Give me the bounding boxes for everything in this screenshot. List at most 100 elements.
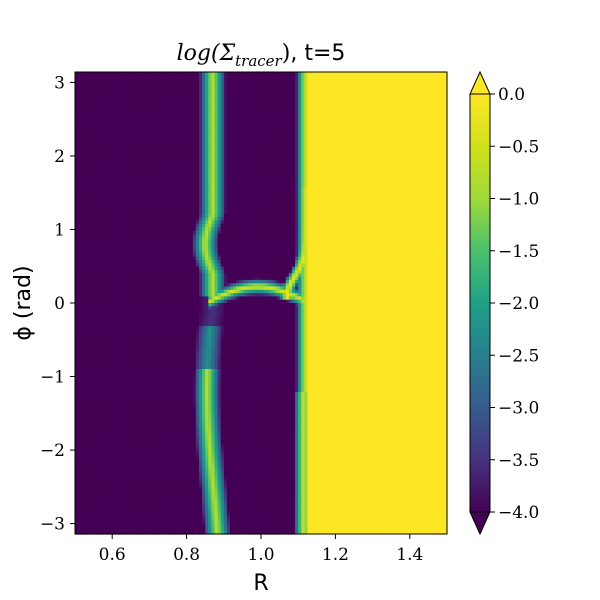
- heatmap-cell: [164, 72, 169, 76]
- heatmap-cell: [397, 187, 402, 192]
- heatmap-cell: [220, 154, 225, 159]
- heatmap-cell: [164, 147, 169, 152]
- heatmap-cell: [161, 75, 166, 80]
- heatmap-cell: [180, 124, 185, 129]
- heatmap-cell: [152, 197, 157, 202]
- heatmap-cell: [192, 167, 197, 172]
- heatmap-cell: [233, 157, 237, 162]
- heatmap-cell: [121, 85, 126, 90]
- heatmap-cell: [81, 144, 85, 149]
- heatmap-cell: [261, 141, 265, 146]
- heatmap-cell: [133, 141, 138, 146]
- heatmap-cell: [84, 108, 88, 113]
- heatmap-cell: [338, 194, 343, 198]
- heatmap-cell: [189, 88, 194, 93]
- heatmap-cell: [298, 171, 302, 175]
- heatmap-cell: [257, 98, 262, 103]
- heatmap-cell: [158, 151, 163, 156]
- heatmap-cell: [388, 154, 392, 159]
- heatmap-cell: [416, 111, 420, 116]
- heatmap-cell: [288, 180, 293, 185]
- heatmap-cell: [155, 157, 160, 162]
- heatmap-cell: [195, 161, 200, 165]
- heatmap-cell: [428, 78, 433, 83]
- heatmap-cell: [434, 184, 439, 189]
- heatmap-cell: [261, 134, 265, 139]
- heatmap-cell: [282, 174, 287, 179]
- heatmap-cell: [257, 85, 262, 90]
- heatmap-cell: [285, 180, 290, 185]
- heatmap-cell: [329, 144, 333, 149]
- heatmap-cell: [202, 151, 206, 156]
- heatmap-cell: [301, 164, 305, 169]
- heatmap-cell: [112, 111, 116, 116]
- heatmap-cell: [183, 147, 188, 152]
- heatmap-cell: [273, 105, 278, 109]
- heatmap-cell: [124, 75, 129, 80]
- heatmap-cell: [183, 108, 188, 113]
- heatmap-cell: [397, 101, 402, 106]
- heatmap-cell: [385, 157, 389, 162]
- heatmap-cell: [378, 108, 383, 113]
- heatmap-cell: [434, 190, 439, 195]
- heatmap-cell: [220, 164, 225, 169]
- heatmap-cell: [121, 131, 126, 136]
- heatmap-cell: [226, 72, 231, 76]
- heatmap-cell: [130, 161, 135, 165]
- heatmap-cell: [394, 101, 398, 106]
- heatmap-cell: [363, 121, 367, 126]
- heatmap-cell: [137, 207, 141, 212]
- heatmap-cell: [369, 131, 374, 136]
- heatmap-cell: [96, 194, 101, 198]
- heatmap-cell: [323, 78, 327, 83]
- heatmap-cell: [102, 138, 107, 142]
- heatmap-cell: [369, 171, 374, 175]
- heatmap-cell: [304, 121, 309, 126]
- heatmap-cell: [363, 144, 367, 149]
- heatmap-cell: [347, 167, 352, 172]
- heatmap-cell: [301, 187, 305, 192]
- heatmap-cell: [180, 194, 185, 198]
- heatmap-cell: [211, 164, 216, 169]
- heatmap-cell: [375, 200, 380, 205]
- heatmap-cell: [233, 85, 237, 90]
- heatmap-cell: [226, 124, 231, 129]
- heatmap-cell: [357, 85, 361, 90]
- heatmap-cell: [124, 124, 129, 129]
- heatmap-cell: [118, 144, 123, 149]
- heatmap-cell: [292, 147, 296, 152]
- heatmap-cell: [208, 194, 212, 198]
- heatmap-cell: [304, 108, 309, 113]
- heatmap-cell: [233, 91, 237, 96]
- heatmap-cell: [295, 207, 299, 212]
- heatmap-cell: [276, 98, 281, 103]
- heatmap-cell: [84, 157, 88, 162]
- heatmap-cell: [394, 98, 398, 103]
- heatmap-cell: [301, 171, 305, 175]
- heatmap-cell: [381, 147, 386, 152]
- heatmap-cell: [93, 200, 98, 205]
- heatmap-cell: [285, 105, 290, 109]
- heatmap-cell: [273, 180, 278, 185]
- heatmap-cell: [248, 128, 253, 132]
- heatmap-cell: [301, 204, 305, 208]
- heatmap-cell: [168, 180, 172, 185]
- heatmap-cell: [409, 151, 414, 156]
- heatmap-cell: [106, 114, 110, 119]
- heatmap-cell: [360, 194, 364, 198]
- heatmap-cell: [115, 141, 119, 146]
- heatmap-cell: [251, 177, 256, 182]
- heatmap-cell: [177, 128, 181, 132]
- heatmap-cell: [409, 101, 414, 106]
- heatmap-cell: [357, 174, 361, 179]
- heatmap-cell: [437, 131, 442, 136]
- heatmap-cell: [385, 131, 389, 136]
- heatmap-cell: [292, 121, 296, 126]
- heatmap-cell: [378, 105, 383, 109]
- heatmap-cell: [434, 151, 439, 156]
- heatmap-cell: [366, 95, 371, 99]
- heatmap-cell: [146, 95, 150, 99]
- heatmap-cell: [443, 105, 448, 109]
- heatmap-cell: [397, 81, 402, 86]
- heatmap-cell: [350, 134, 355, 139]
